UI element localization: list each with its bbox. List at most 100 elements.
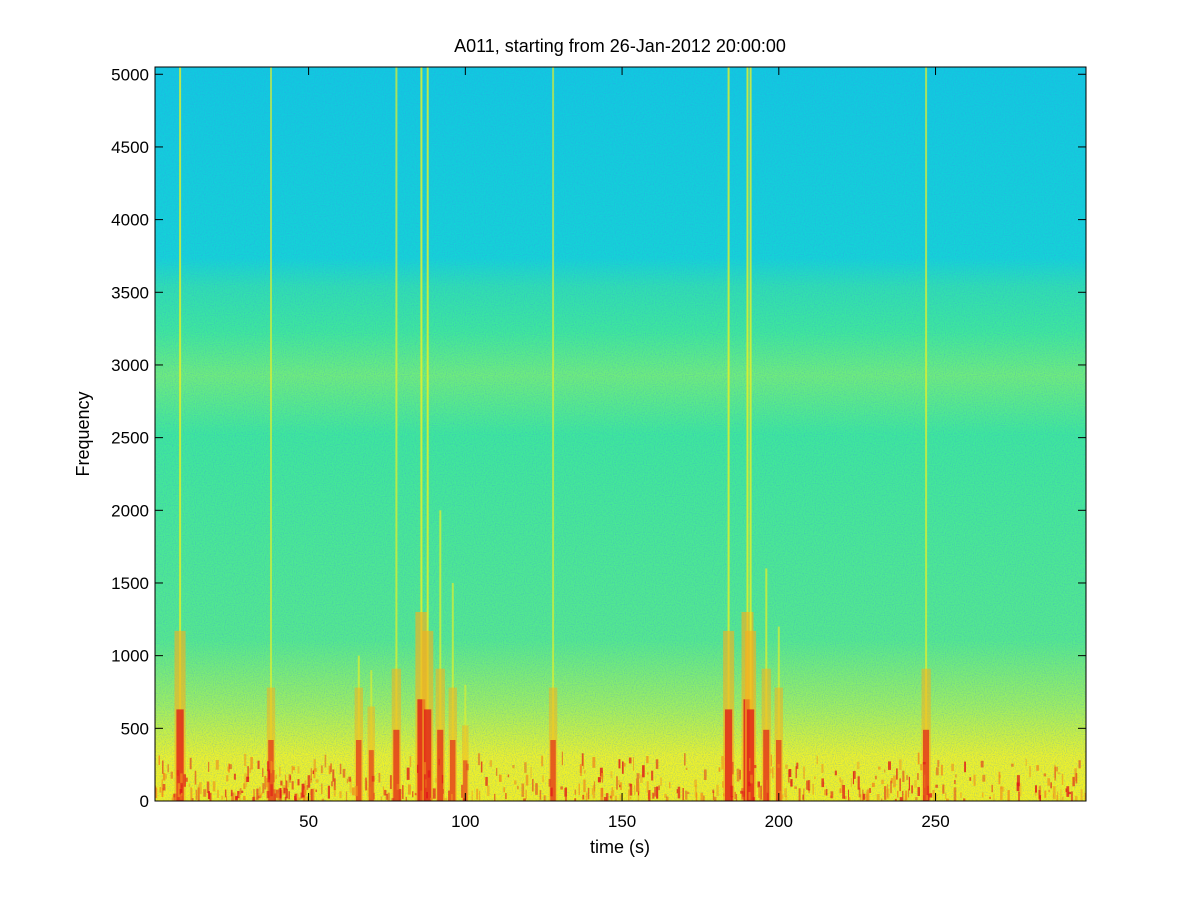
energy-speckle xyxy=(935,784,938,788)
energy-speckle xyxy=(262,783,265,794)
energy-speckle xyxy=(229,764,232,770)
energy-speckle xyxy=(167,764,169,773)
energy-speckle xyxy=(266,791,270,799)
energy-speckle xyxy=(654,787,657,797)
energy-speckle xyxy=(741,788,744,800)
energy-speckle xyxy=(616,776,618,790)
energy-speckle xyxy=(1020,783,1022,797)
energy-speckle xyxy=(1054,766,1056,781)
energy-speckle xyxy=(530,767,532,779)
energy-speckle xyxy=(173,793,177,801)
transient-core xyxy=(450,740,456,801)
energy-speckle xyxy=(485,777,488,786)
energy-speckle xyxy=(161,788,164,797)
energy-speckle xyxy=(244,753,247,767)
energy-speckle xyxy=(262,768,264,777)
energy-speckle xyxy=(512,765,515,769)
energy-speckle xyxy=(821,764,824,773)
energy-speckle xyxy=(197,787,200,801)
energy-speckle xyxy=(735,794,738,801)
energy-speckle xyxy=(306,796,310,801)
y-tick-label: 500 xyxy=(121,719,149,738)
energy-speckle xyxy=(592,785,596,799)
energy-speckle xyxy=(424,779,427,788)
energy-speckle xyxy=(267,781,269,795)
energy-speckle xyxy=(578,783,580,795)
energy-speckle xyxy=(601,772,604,779)
energy-speckle xyxy=(618,780,620,786)
energy-speckle xyxy=(275,774,277,780)
energy-speckle xyxy=(177,783,181,798)
energy-speckle xyxy=(611,787,614,791)
energy-speckle xyxy=(1072,776,1075,787)
energy-speckle xyxy=(155,787,158,799)
energy-speckle xyxy=(734,791,736,800)
energy-speckle xyxy=(890,778,893,784)
energy-speckle xyxy=(610,771,613,779)
energy-speckle xyxy=(843,796,847,799)
energy-speckle xyxy=(309,778,313,783)
energy-speckle xyxy=(862,789,864,801)
energy-speckle xyxy=(320,765,323,774)
energy-speckle xyxy=(560,786,563,790)
energy-speckle xyxy=(195,789,198,800)
energy-speckle xyxy=(937,760,940,767)
energy-speckle xyxy=(757,781,760,788)
energy-speckle xyxy=(721,756,724,770)
energy-speckle xyxy=(430,797,433,800)
y-tick-label: 1000 xyxy=(111,647,149,666)
energy-speckle xyxy=(935,767,939,776)
energy-speckle xyxy=(732,761,734,775)
energy-speckle xyxy=(191,788,193,800)
energy-speckle xyxy=(479,790,481,801)
energy-speckle xyxy=(669,782,671,789)
energy-speckle xyxy=(628,783,632,787)
energy-speckle xyxy=(276,789,278,801)
energy-speckle xyxy=(265,777,269,788)
energy-speckle xyxy=(315,779,319,783)
energy-speckle xyxy=(543,795,546,801)
energy-speckle xyxy=(736,768,740,782)
energy-speckle xyxy=(748,781,751,787)
y-tick-label: 2000 xyxy=(111,501,149,520)
energy-speckle xyxy=(541,755,544,767)
energy-speckle xyxy=(868,788,871,793)
energy-speckle xyxy=(991,784,993,793)
transient-core xyxy=(417,699,426,801)
transient-streak xyxy=(420,67,423,801)
energy-speckle xyxy=(920,764,923,771)
energy-speckle xyxy=(402,785,404,799)
energy-speckle xyxy=(814,776,816,779)
energy-speckle xyxy=(171,797,175,801)
energy-speckle xyxy=(173,793,176,798)
transients-layer xyxy=(174,67,931,801)
energy-speckle xyxy=(1078,760,1081,769)
energy-speckle xyxy=(261,792,263,795)
energy-speckle xyxy=(1061,773,1064,785)
energy-speckle xyxy=(285,788,288,799)
energy-speckle xyxy=(1075,773,1078,784)
energy-speckle xyxy=(647,772,649,775)
energy-speckle xyxy=(427,770,431,778)
energy-speckle xyxy=(414,793,417,796)
energy-speckle xyxy=(333,778,336,790)
energy-speckle xyxy=(1011,763,1014,767)
energy-speckle xyxy=(638,791,640,796)
energy-speckle xyxy=(312,788,315,801)
energy-speckle xyxy=(297,779,300,786)
energy-speckle xyxy=(718,767,721,772)
transient-core xyxy=(776,740,782,801)
energy-speckle xyxy=(466,763,469,771)
energy-speckle xyxy=(927,794,930,801)
energy-speckle xyxy=(1044,790,1047,798)
y-tick-label: 0 xyxy=(140,792,149,811)
energy-speckle xyxy=(1025,758,1027,766)
energy-speckle xyxy=(280,780,283,786)
y-tick-label: 4000 xyxy=(111,211,149,230)
energy-speckle xyxy=(441,774,444,784)
energy-speckle xyxy=(884,786,887,800)
energy-speckle xyxy=(277,793,280,800)
x-tick-label: 50 xyxy=(299,812,318,831)
energy-speckle xyxy=(364,777,367,791)
energy-speckle xyxy=(232,796,234,801)
